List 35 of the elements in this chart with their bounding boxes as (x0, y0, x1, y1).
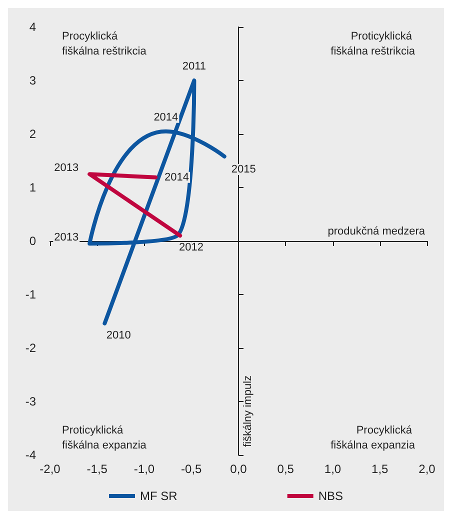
y-tick-label: 0 (29, 234, 36, 248)
y-tick-label: -1 (25, 288, 36, 302)
y-tick-label: 1 (29, 180, 36, 194)
annotation: 2014 (154, 111, 178, 124)
x-tick-label: -1,0 (134, 462, 155, 476)
legend-label: NBS (318, 489, 344, 503)
legend-label: MF SR (140, 489, 178, 503)
x-tick-label: 2,0 (418, 462, 436, 476)
y-tick-label: 2 (29, 127, 36, 141)
annotation: Procyklická fiškálna reštrikcia (62, 30, 148, 58)
x-tick-label: 1,5 (372, 462, 389, 476)
annotation: Proticyklická fiškálna expanzia (62, 424, 148, 452)
annotation: 2013 (54, 232, 79, 244)
y-tick-label: -4 (25, 448, 36, 462)
x-tick-label: -0,5 (181, 462, 202, 476)
x-axis-title: produkčná medzera (328, 226, 426, 238)
y-tick-label: 4 (29, 20, 36, 34)
x-tick-label: 0,0 (230, 462, 248, 476)
x-tick-label: 1,0 (324, 462, 342, 476)
y-tick-label: -2 (25, 341, 36, 355)
annotation: 2010 (106, 329, 131, 342)
annotation: 2012 (178, 242, 204, 254)
y-tick-label: -3 (25, 394, 36, 408)
y-tick-label: 3 (29, 74, 36, 88)
annotation: Procyklická fiškálna expanzia (330, 424, 416, 452)
annotation: 2015 (231, 163, 256, 176)
annotation: Proticyklická fiškálna reštrikcia (330, 30, 416, 58)
line-series (88, 78, 226, 326)
annotation: 2013 (54, 162, 79, 174)
y-axis-title: fiškálny impulz (242, 375, 254, 447)
annotation: 2014 (164, 171, 190, 184)
x-tick-label: -2,0 (40, 462, 61, 476)
annotation: 2011 (182, 60, 206, 72)
x-tick-label: 0,5 (277, 462, 294, 476)
x-tick-label: -1,5 (86, 462, 108, 476)
